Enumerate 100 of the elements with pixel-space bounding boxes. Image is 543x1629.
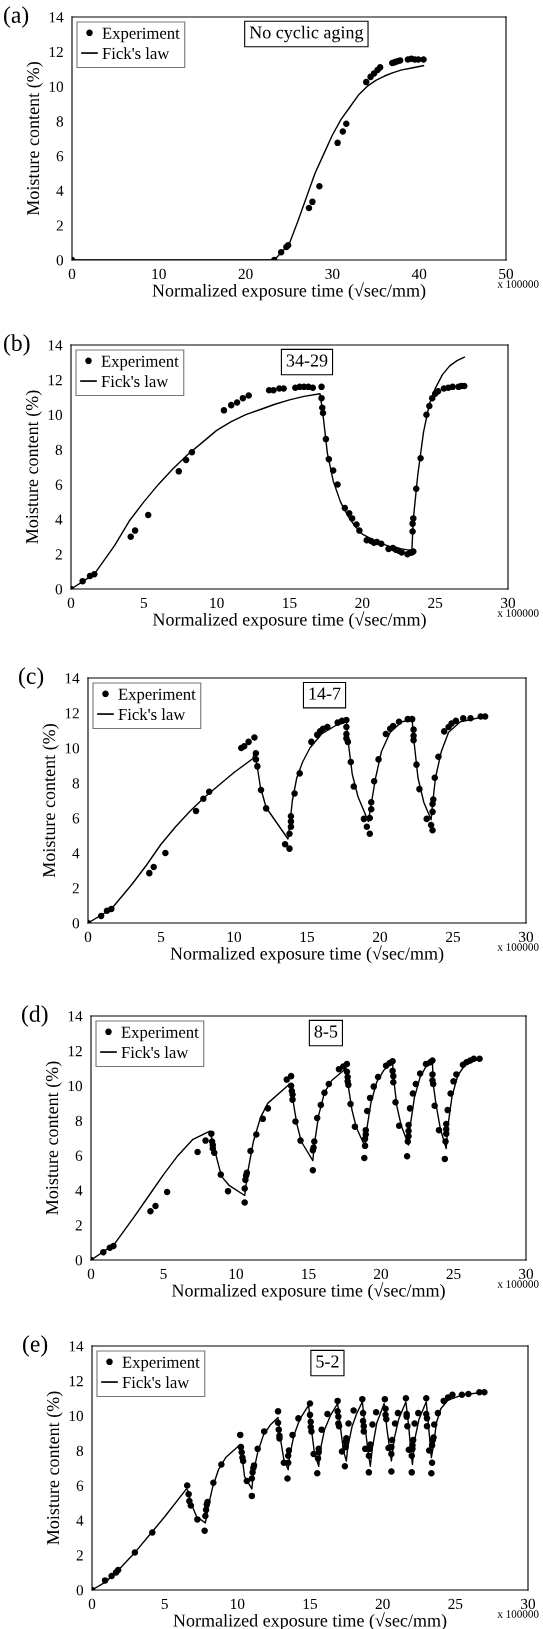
text: x 100000 xyxy=(497,943,539,951)
y-tick-label: 8 xyxy=(76,1445,84,1457)
annotation: 8-5 xyxy=(314,1025,338,1038)
annotation: No cyclic aging xyxy=(249,25,364,43)
y-tick-label: 0 xyxy=(75,1255,83,1266)
x-tick-label: 0 xyxy=(88,1598,96,1610)
y-tick-label: 12 xyxy=(68,1046,82,1057)
y-tick-label: 14 xyxy=(49,12,64,23)
x-tick-label: 5 xyxy=(161,1598,168,1610)
legend-label: Experiment xyxy=(101,355,179,371)
annotation: 5-2 xyxy=(316,1355,339,1368)
y-tick-label: 8 xyxy=(75,1115,83,1127)
chart-title: (b) xyxy=(4,334,30,356)
y-tick-label: 12 xyxy=(49,46,63,58)
y-tick-label: 10 xyxy=(49,81,64,92)
y-tick-label: 0 xyxy=(76,1585,84,1596)
y-tick-label: 6 xyxy=(56,151,64,162)
y-tick-label: 2 xyxy=(76,1550,83,1561)
x-tick-label: 30 xyxy=(519,1268,534,1280)
y-tick-label: 0 xyxy=(56,255,64,266)
x-tick-label: 10 xyxy=(231,1598,245,1610)
y-tick-label: 4 xyxy=(55,514,63,525)
y-tick-label: 2 xyxy=(56,220,63,231)
y-tick-label: 14 xyxy=(65,673,80,684)
x-tick-label: 10 xyxy=(229,1268,244,1280)
y-tick-label: 0 xyxy=(55,584,63,595)
x-tick-label: 15 xyxy=(302,1268,316,1280)
text: x 100000 xyxy=(497,280,539,288)
legend-label: Fick's law xyxy=(102,47,170,60)
text: x 100000 xyxy=(497,1610,539,1618)
x-tick-label: 10 xyxy=(227,931,242,943)
y-tick-label: 2 xyxy=(55,549,62,560)
y-tick-label: 6 xyxy=(55,479,63,490)
x-tick-label: 30 xyxy=(325,268,340,280)
legend-label: Experiment xyxy=(102,27,180,43)
y-axis-title: Moisture content (%) xyxy=(25,390,42,544)
legend-label: Experiment xyxy=(118,688,196,704)
chart-title: (e) xyxy=(23,1335,48,1357)
y-tick-label: 8 xyxy=(55,444,63,456)
y-tick-label: 10 xyxy=(48,409,63,421)
chart-title: (c) xyxy=(19,667,44,689)
y-tick-label: 14 xyxy=(69,1341,84,1352)
x-tick-label: 25 xyxy=(448,1598,463,1610)
y-axis-title: Moisture content (%) xyxy=(45,1061,62,1215)
x-tick-label: 5 xyxy=(140,597,148,609)
x-tick-label: 25 xyxy=(446,1268,461,1280)
y-tick-label: 8 xyxy=(56,116,64,127)
x-tick-label: 20 xyxy=(373,931,388,943)
y-tick-label: 8 xyxy=(72,778,80,789)
x-tick-label: 15 xyxy=(300,931,315,943)
y-tick-label: 12 xyxy=(65,708,79,719)
y-tick-label: 14 xyxy=(48,340,63,351)
x-tick-label: 30 xyxy=(501,597,516,609)
x-tick-label: 50 xyxy=(499,268,514,280)
x-tick-label: 20 xyxy=(238,268,253,280)
x-axis-title: Normalized exposure time (√sec/mm) xyxy=(171,1282,445,1301)
text: x 100000 xyxy=(497,1280,539,1288)
x-tick-label: 0 xyxy=(84,931,92,943)
y-tick-label: 4 xyxy=(76,1515,84,1526)
legend-label: Fick's law xyxy=(101,375,169,388)
x-tick-label: 15 xyxy=(283,597,297,609)
legend-label: Experiment xyxy=(121,1026,199,1042)
y-tick-label: 4 xyxy=(72,848,80,859)
y-axis-title: Moisture content (%) xyxy=(46,1391,63,1545)
y-tick-label: 12 xyxy=(69,1376,83,1387)
text: x 100000 xyxy=(497,609,539,617)
x-axis-title: Normalized exposure time (√sec/mm) xyxy=(152,282,426,301)
x-tick-label: 30 xyxy=(519,931,534,943)
x-axis-title: Normalized exposure time (√sec/mm) xyxy=(152,611,426,630)
annotation: 34-29 xyxy=(286,354,328,367)
y-tick-label: 2 xyxy=(72,883,79,894)
y-tick-label: 12 xyxy=(48,375,62,386)
x-tick-label: 5 xyxy=(160,1268,167,1280)
y-axis-title: Moisture content (%) xyxy=(26,62,43,216)
x-tick-label: 5 xyxy=(158,931,165,943)
y-tick-label: 14 xyxy=(68,1011,83,1022)
legend-label: Experiment xyxy=(122,1356,200,1372)
y-tick-label: 6 xyxy=(72,813,80,824)
y-tick-label: 6 xyxy=(75,1150,83,1161)
legend-label: Fick's law xyxy=(121,1046,189,1059)
chart-title: (a) xyxy=(4,6,29,28)
x-tick-label: 25 xyxy=(428,597,443,609)
y-tick-label: 10 xyxy=(68,1080,83,1092)
y-axis-title: Moisture content (%) xyxy=(42,724,59,878)
y-tick-label: 2 xyxy=(75,1220,82,1231)
x-tick-label: 30 xyxy=(521,1598,536,1610)
legend-label: Fick's law xyxy=(122,1376,190,1389)
x-tick-label: 0 xyxy=(87,1268,95,1280)
y-tick-label: 6 xyxy=(76,1480,84,1491)
x-axis-title: Normalized exposure time (√sec/mm) xyxy=(170,945,444,964)
annotation: 14-7 xyxy=(309,687,341,700)
x-tick-label: 20 xyxy=(374,1268,389,1280)
x-tick-label: 40 xyxy=(411,268,427,280)
x-tick-label: 20 xyxy=(375,1598,390,1610)
legend-label: Fick's law xyxy=(118,708,186,721)
y-tick-label: 4 xyxy=(56,185,64,196)
x-tick-label: 20 xyxy=(355,597,370,609)
y-tick-label: 10 xyxy=(69,1410,84,1422)
y-tick-label: 10 xyxy=(65,743,80,754)
y-tick-label: 4 xyxy=(75,1185,83,1196)
